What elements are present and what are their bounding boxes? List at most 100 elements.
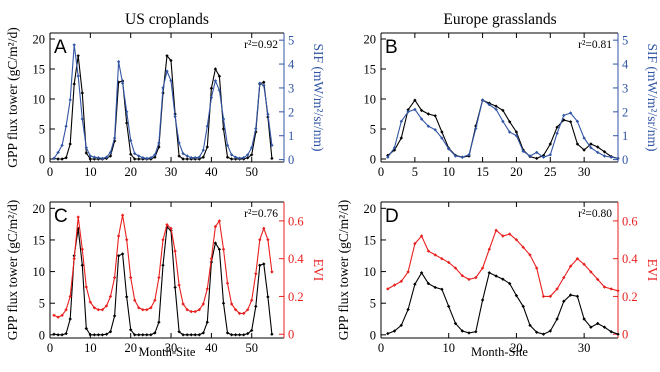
data-point <box>270 143 274 147</box>
data-point <box>609 155 613 159</box>
data-point <box>141 156 145 160</box>
data-point <box>169 226 173 231</box>
y2-axis-label: SIF (mW/m²/sr/nm) <box>645 44 660 152</box>
data-point <box>56 157 60 161</box>
data-point <box>92 306 97 310</box>
data-point <box>92 157 97 161</box>
data-point <box>575 257 580 261</box>
data-point <box>76 74 80 78</box>
data-point <box>193 333 197 337</box>
data-point <box>413 241 417 246</box>
data-point <box>440 136 444 140</box>
data-point <box>562 275 566 280</box>
y-tick-label: 15 <box>33 63 46 77</box>
data-point <box>64 156 68 160</box>
x-tick-label: 20 <box>510 165 523 179</box>
data-point <box>494 274 498 278</box>
y-tick-label: 5 <box>370 297 376 311</box>
data-point <box>201 331 205 335</box>
data-point <box>217 74 222 78</box>
data-point <box>165 54 169 58</box>
y2-tick-label: 2 <box>288 105 294 119</box>
data-point <box>541 332 546 336</box>
x-tick-label: 20 <box>124 341 137 355</box>
panel-b: 0 5 10 15 20 25 30 0 5 10 15 20 0 1 2 3 4 5 SIF (mW/m²/sr/… <box>364 32 660 179</box>
data-point <box>112 275 117 280</box>
data-point <box>266 295 270 299</box>
data-point <box>433 114 437 118</box>
y2-tick-label: 0 <box>622 153 628 167</box>
panel-letter: D <box>385 206 399 227</box>
data-point <box>177 330 181 334</box>
data-point <box>129 152 133 156</box>
data-point <box>205 145 209 149</box>
column-title-right: Europe grasslands <box>443 11 556 28</box>
y-tick-label: 10 <box>33 265 46 279</box>
data-point <box>589 146 593 150</box>
y-tick-label: 20 <box>364 202 377 216</box>
y-tick-label: 5 <box>39 297 45 311</box>
y-axis-label: GPP flux tower (gC/m²/d) <box>5 27 20 167</box>
data-point <box>52 313 56 317</box>
x-tick-label: 5 <box>412 165 418 179</box>
data-point <box>250 153 254 157</box>
data-point <box>161 263 165 267</box>
x-tick-label: 25 <box>544 165 557 179</box>
data-point <box>602 150 607 154</box>
data-point <box>72 43 76 47</box>
data-point <box>120 213 125 217</box>
y-axis-label: GPP flux tower (gC/m²/d) <box>336 200 351 340</box>
r2-annotation: r²=0.81 <box>578 39 612 51</box>
data-point <box>233 333 238 337</box>
x-tick-label: 10 <box>84 341 97 355</box>
x-tick-label: 10 <box>442 165 455 179</box>
data-point <box>213 67 218 71</box>
data-point <box>514 134 519 138</box>
data-point <box>181 151 185 156</box>
data-point <box>88 333 92 337</box>
data-point <box>521 149 525 153</box>
data-point <box>440 287 444 291</box>
data-point <box>575 119 580 124</box>
data-point <box>467 331 471 335</box>
data-point <box>177 283 181 287</box>
x-tick-label: 50 <box>245 165 258 179</box>
y-tick-label: 5 <box>39 123 45 137</box>
data-point <box>270 332 274 336</box>
data-point <box>52 332 56 336</box>
panel-d: 0 10 20 30 0 5 10 15 20 0 0.2 0.4 0.6 GPP flux tower … <box>336 200 660 359</box>
data-point <box>225 155 230 159</box>
x-tick-label: 20 <box>510 341 523 355</box>
data-point <box>254 126 258 131</box>
data-point <box>399 119 403 124</box>
data-point <box>602 154 607 158</box>
y2-tick-label: 1 <box>288 129 294 143</box>
data-point <box>104 304 109 308</box>
data-point <box>64 124 68 128</box>
x-tick-label: 20 <box>124 165 137 179</box>
panel-a: 0 10 20 30 40 50 0 5 10 15 20 0 1 2 3 4 5 GPP flux tower … <box>5 27 326 179</box>
y2-tick-label: 0 <box>622 328 628 342</box>
data-point <box>258 238 262 242</box>
data-point <box>254 304 258 309</box>
data-point <box>137 333 141 337</box>
data-point <box>494 104 498 108</box>
data-point <box>125 295 129 299</box>
data-point <box>125 110 129 114</box>
data-point <box>480 298 485 302</box>
data-point <box>173 114 177 119</box>
data-point <box>217 88 222 92</box>
data-point <box>185 308 189 312</box>
data-point <box>80 91 84 95</box>
data-point <box>193 156 197 160</box>
data-point <box>173 285 177 290</box>
x-tick-label: 10 <box>84 165 97 179</box>
x-tick-label: 30 <box>165 165 178 179</box>
x-tick-label: 15 <box>476 165 489 179</box>
y2-tick-label: 0.6 <box>622 214 638 228</box>
y2-tick-label: 5 <box>622 34 628 48</box>
data-point <box>149 156 153 160</box>
series-line-left <box>387 271 619 335</box>
data-point <box>246 308 250 312</box>
data-point <box>270 270 274 274</box>
